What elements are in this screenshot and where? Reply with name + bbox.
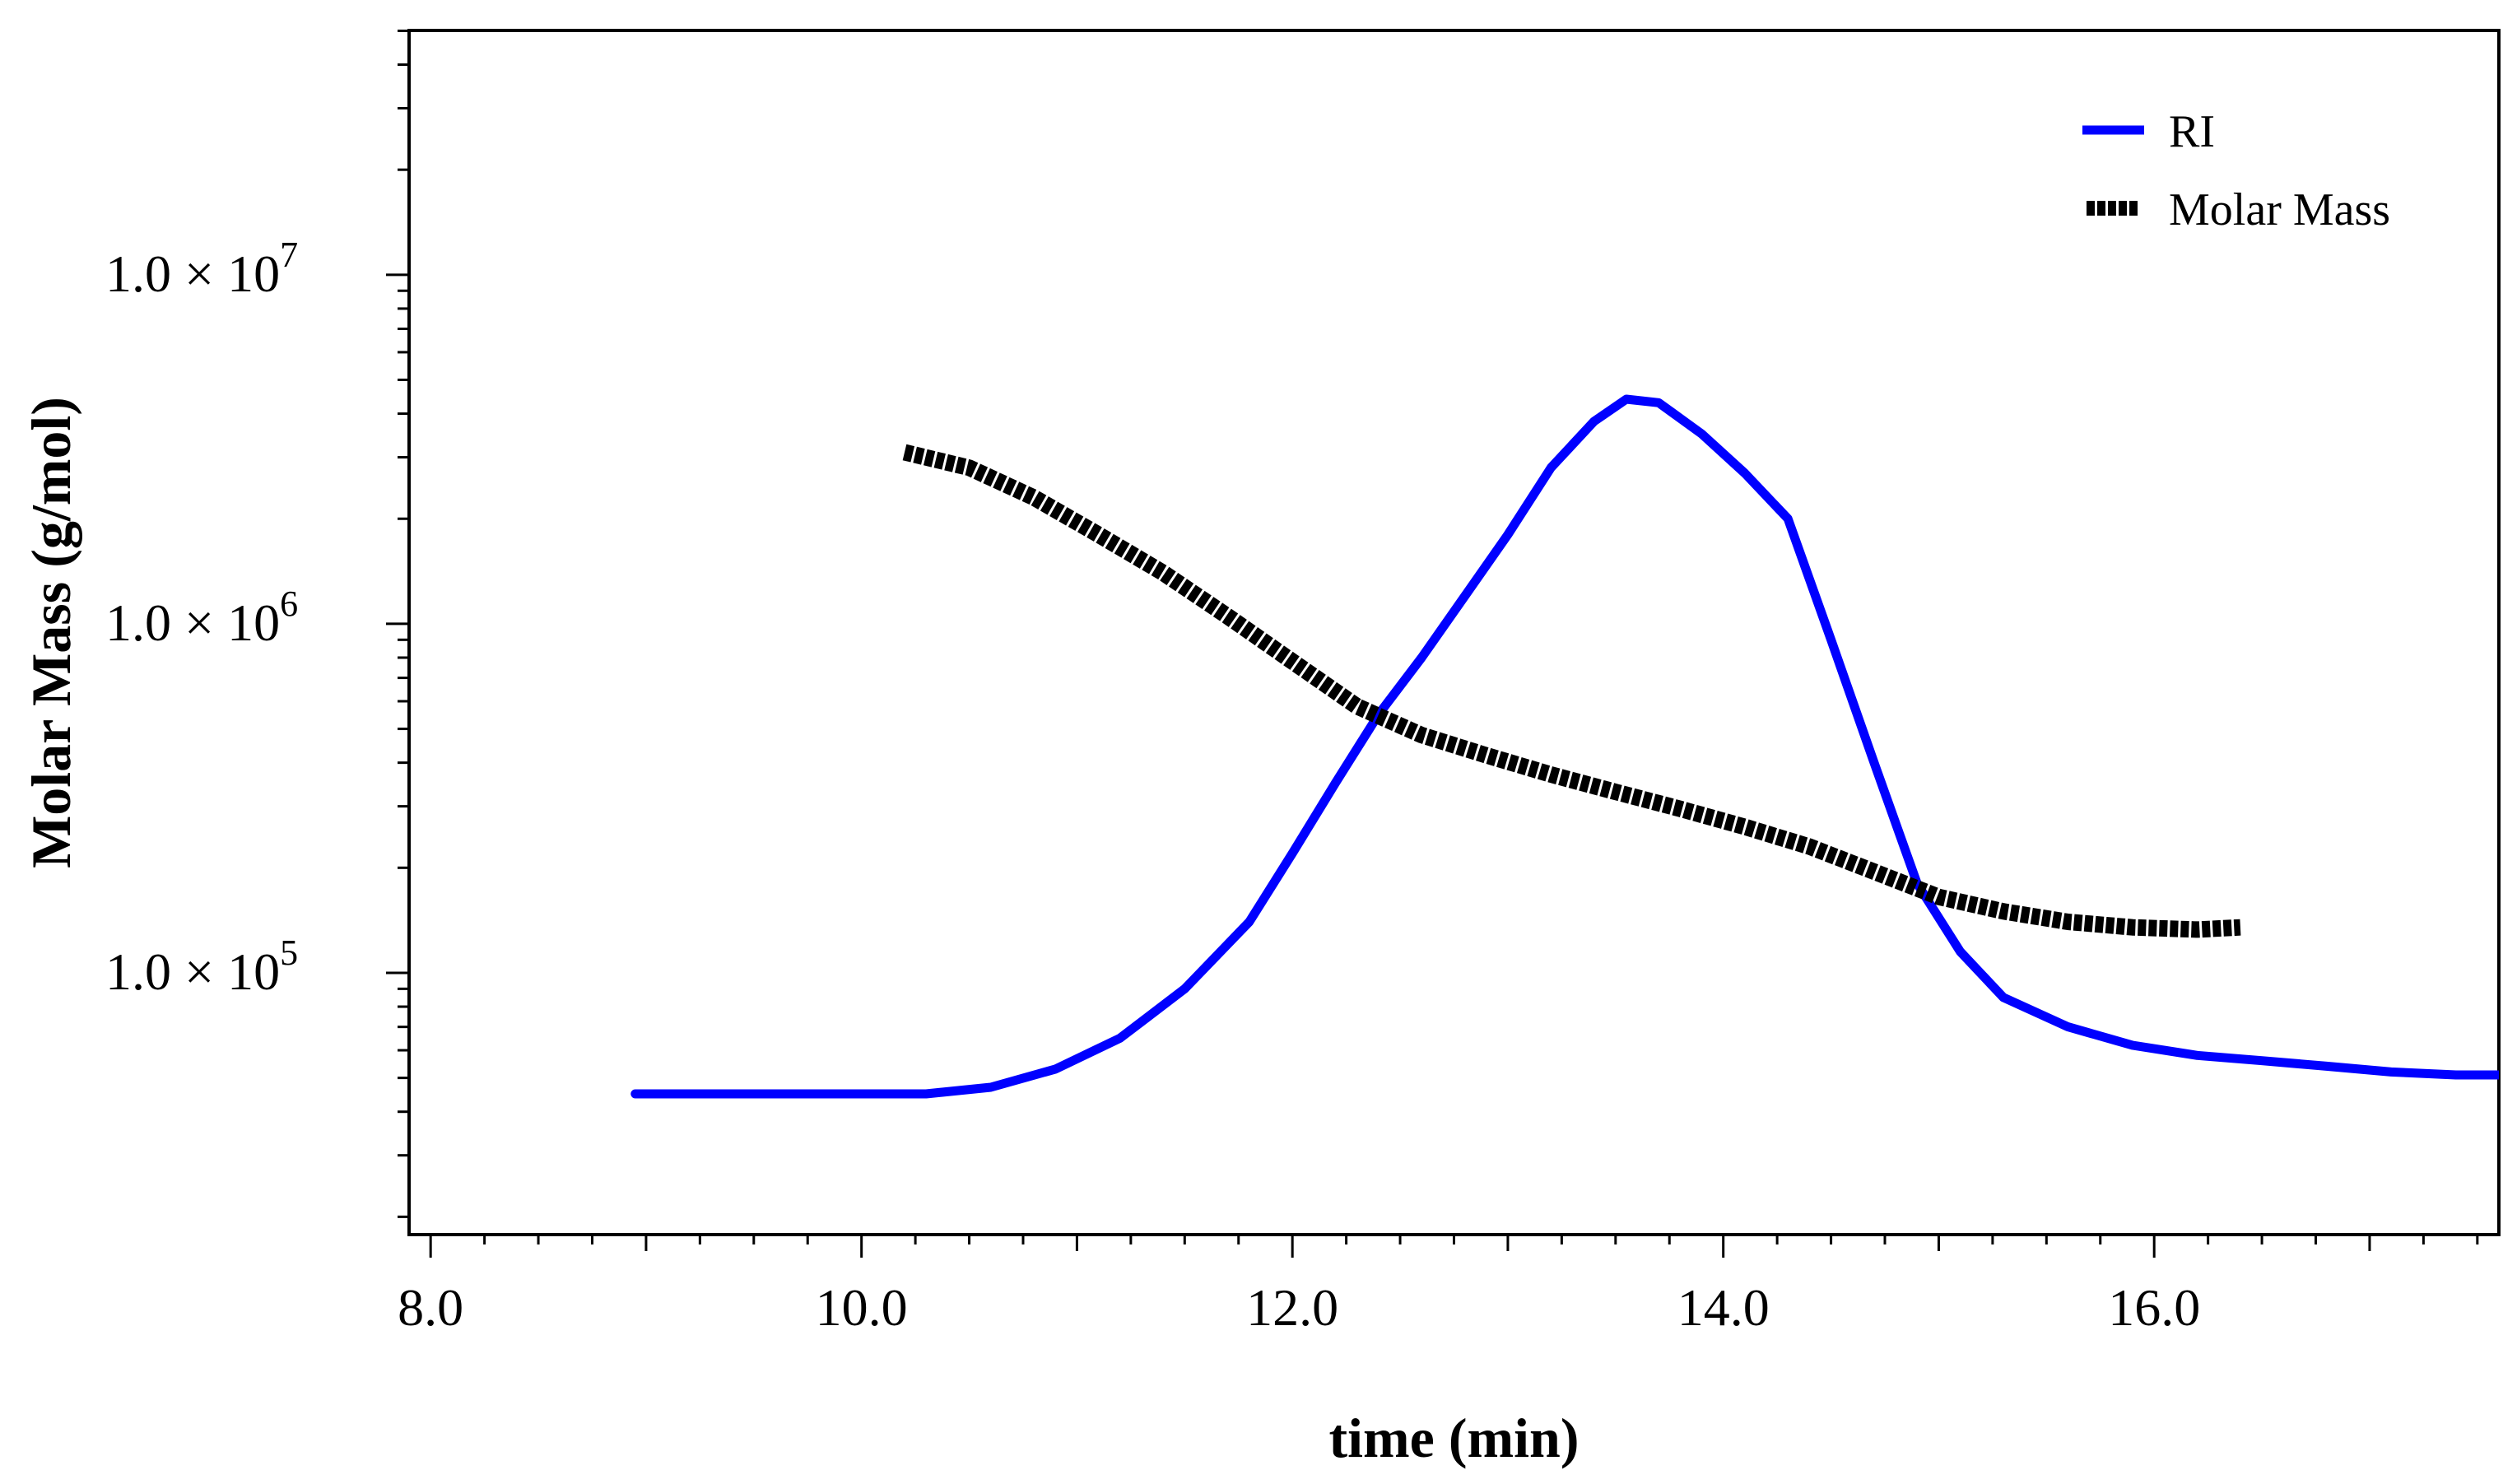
x-tick-label: 14.0 [1677, 1278, 1770, 1337]
x-axis: 8.0 10.0 12.0 14.0 16.0 [398, 1235, 2479, 1337]
x-tick-label: 10.0 [816, 1278, 908, 1337]
molar-mass-series-line [902, 444, 2241, 938]
x-tick-label: 16.0 [2108, 1278, 2200, 1337]
legend-ri-label: RI [2169, 106, 2215, 157]
x-tick-label: 8.0 [398, 1278, 463, 1337]
y-tick-label: 1.0 × 105 [105, 933, 298, 1001]
legend-molar-mass-label: Molar Mass [2169, 184, 2390, 235]
y-tick-label: 1.0 × 107 [105, 235, 298, 303]
ri-series-line [630, 394, 2499, 1099]
y-axis-title: Molar Mass (g/mol) [20, 397, 82, 868]
x-axis-title: time (min) [1328, 1407, 1579, 1469]
x-tick-label: 12.0 [1246, 1278, 1338, 1337]
y-tick-label: 1.0 × 106 [105, 584, 298, 652]
y-axis: 1.0 × 105 1.0 × 106 1.0 × 107 [105, 29, 409, 1218]
legend: RI Molar Mass [2082, 106, 2390, 235]
